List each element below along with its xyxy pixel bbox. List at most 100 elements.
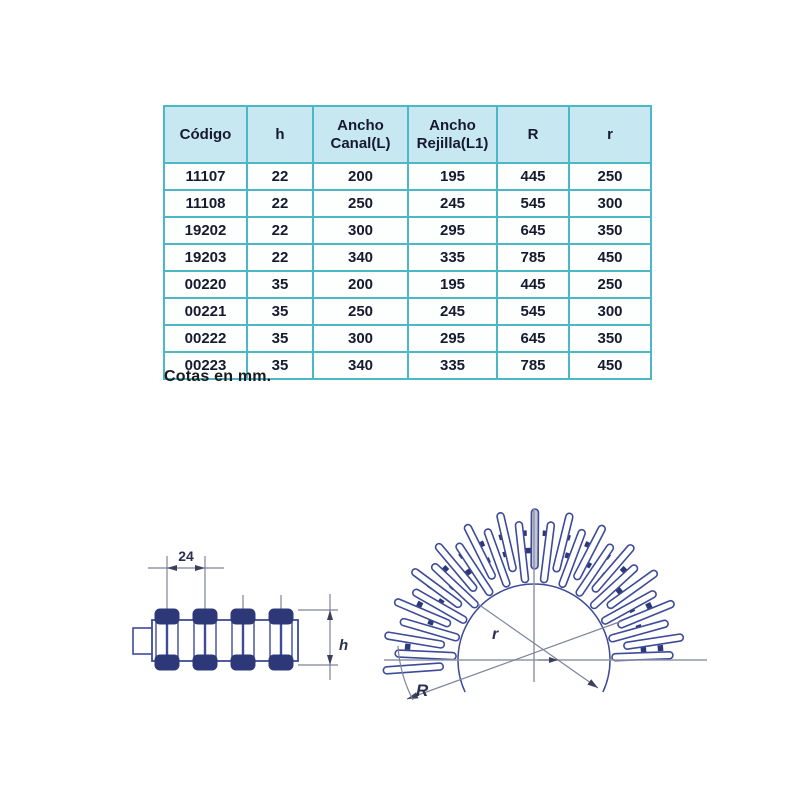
fan-slat xyxy=(455,542,494,597)
fan-slat xyxy=(530,508,540,570)
dim-h: h xyxy=(298,594,348,680)
table-cell: 19203 xyxy=(163,243,248,272)
fan-slat xyxy=(399,617,461,642)
table-cell: 200 xyxy=(312,162,409,191)
table-row: 11108 22 250 245 545 300 xyxy=(163,189,652,218)
fan-slat xyxy=(601,590,657,625)
spec-table-head: Código h Ancho Canal(L) Ancho Rejilla(L1… xyxy=(163,105,652,164)
table-cell: 00223 xyxy=(163,351,248,380)
table-cell: 445 xyxy=(496,162,570,191)
table-cell: 22 xyxy=(246,216,314,245)
fan-slat xyxy=(411,568,463,609)
fan-slat xyxy=(434,542,478,592)
table-cell: 250 xyxy=(312,297,409,326)
table-cell: 35 xyxy=(246,270,314,299)
fan-slat xyxy=(558,528,586,589)
fan-slat xyxy=(617,599,675,629)
fan-drawing: r R xyxy=(382,508,707,701)
fan-slat xyxy=(539,521,556,584)
column-header-h: h xyxy=(246,105,314,164)
table-row: 00220 35 200 195 445 250 xyxy=(163,270,652,299)
fan-slat xyxy=(496,512,517,573)
fan-slat xyxy=(382,662,445,675)
fan-slat xyxy=(591,544,635,593)
table-cell: 785 xyxy=(496,351,570,380)
dim-arrow-left xyxy=(167,565,177,571)
r-label: r xyxy=(492,626,499,643)
fan-slat xyxy=(623,633,685,650)
table-cell: 200 xyxy=(312,270,409,299)
table-cell: 300 xyxy=(312,324,409,353)
end-cap xyxy=(132,627,154,655)
fan-slat xyxy=(575,543,615,597)
table-cell: 245 xyxy=(407,189,498,218)
table-cell: 11107 xyxy=(163,162,248,191)
link-edges xyxy=(155,620,293,661)
extension-lines xyxy=(166,556,282,609)
table-cell: 245 xyxy=(407,297,498,326)
table-cell: 35 xyxy=(246,297,314,326)
table-cell: 445 xyxy=(496,270,570,299)
table-cell: 300 xyxy=(312,216,409,245)
table-cell: 450 xyxy=(568,243,652,272)
table-row: 00221 35 250 245 545 300 xyxy=(163,297,652,326)
body-outline xyxy=(151,619,299,662)
table-cell: 645 xyxy=(496,324,570,353)
dim-24: 24 xyxy=(148,548,224,571)
table-cell: 195 xyxy=(407,162,498,191)
table-cell: 545 xyxy=(496,189,570,218)
table-cell: 22 xyxy=(246,189,314,218)
dim-arrow-right xyxy=(195,565,205,571)
table-cell: 645 xyxy=(496,216,570,245)
table-cell: 295 xyxy=(407,324,498,353)
table-cell: 11108 xyxy=(163,189,248,218)
fan-slats xyxy=(382,508,685,675)
table-cell: 22 xyxy=(246,243,314,272)
fan-slat xyxy=(606,569,659,610)
table-cell: 300 xyxy=(568,189,652,218)
table-cell: 00222 xyxy=(163,324,248,353)
table-row: 00222 35 300 295 645 350 xyxy=(163,324,652,353)
fan-slat xyxy=(608,619,669,643)
fan-slat xyxy=(483,528,511,588)
fan-slat xyxy=(430,562,479,609)
table-row: 00223 35 340 335 785 450 xyxy=(163,351,652,380)
dim-arrow-down xyxy=(327,655,333,665)
fan-slat xyxy=(552,512,574,573)
table-cell: 340 xyxy=(312,243,409,272)
dim-r: r xyxy=(477,603,599,689)
h-label: h xyxy=(339,637,348,654)
table-cell: 19202 xyxy=(163,216,248,245)
fan-slat xyxy=(412,588,468,624)
table-cell: 35 xyxy=(246,324,314,353)
fan-slat xyxy=(514,521,530,584)
table-cell: 250 xyxy=(568,162,652,191)
table-cell: 35 xyxy=(246,351,314,380)
spec-table: Código h Ancho Canal(L) Ancho Rejilla(L1… xyxy=(163,105,652,380)
fan-slat xyxy=(393,598,452,628)
table-cell: 250 xyxy=(568,270,652,299)
dim-24-label: 24 xyxy=(178,548,194,564)
table-row: 19203 22 340 335 785 450 xyxy=(163,243,652,272)
table-cell: 00220 xyxy=(163,270,248,299)
table-cell: 350 xyxy=(568,216,652,245)
units-caption: Cotas en mm. xyxy=(164,368,272,385)
table-cell: 00221 xyxy=(163,297,248,326)
column-header-r: r xyxy=(568,105,652,164)
spec-table-body: 11107 22 200 195 445 250 11108 22 250 245 545 300 19… xyxy=(163,162,652,380)
fan-slat xyxy=(463,523,496,580)
column-header-R: R xyxy=(496,105,570,164)
table-cell: 300 xyxy=(568,297,652,326)
column-header-ancho-rejilla: Ancho Rejilla(L1) xyxy=(407,105,498,164)
R-label: R xyxy=(416,681,429,700)
table-cell: 195 xyxy=(407,270,498,299)
grille-body xyxy=(132,608,299,671)
table-cell: 545 xyxy=(496,297,570,326)
column-header-ancho-canal: Ancho Canal(L) xyxy=(312,105,409,164)
column-header-codigo: Código xyxy=(163,105,248,164)
fan-slat xyxy=(573,524,607,581)
table-cell: 340 xyxy=(312,351,409,380)
section-drawing: 24 xyxy=(132,548,348,680)
table-cell: 295 xyxy=(407,216,498,245)
